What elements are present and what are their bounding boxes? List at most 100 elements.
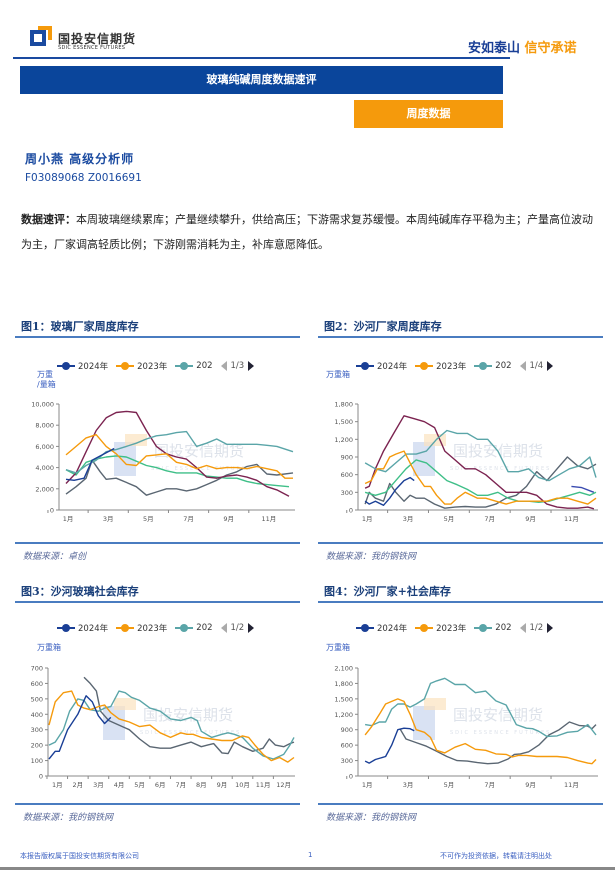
title-divider [15,336,300,338]
y-tick-label: 300 [341,757,353,765]
header-divider [13,57,510,59]
watermark-subtext: SDIC ESSENCE FUTURES [450,466,551,472]
legend-label: 2024年 [78,624,109,634]
series-line-navy2 [571,485,595,493]
series-line-2023年 [364,698,597,765]
x-tick-label: 7月 [484,781,495,789]
y-tick-label: 300 [341,489,353,497]
watermark-text: 国投安信期货 [154,442,244,460]
prev-page-icon[interactable] [220,623,227,633]
source-divider [15,542,300,544]
legend-item[interactable]: 2023年 [116,622,167,634]
title-divider [318,601,603,603]
legend-page: 1/2 [529,623,544,633]
legend-item[interactable]: 2023年 [415,360,466,372]
legend-label: 2023年 [436,362,467,372]
slogan-part-2: 信守承诺 [524,41,577,56]
x-tick-label: 5月 [134,781,145,789]
logo-text: 国投安信期货 [58,32,137,46]
watermark-logo-accent-icon [125,434,147,446]
chart-legend: 2024年 2023年 202 1/4 [356,360,554,372]
y-tick-label: 100 [31,757,43,765]
summary-paragraph: 数据速评：本周玻璃继续累库；产量继续攀升，供给高压；下游需求复苏缓慢。本周纯碱库… [21,207,596,257]
y-tick-label: 0 [50,507,54,515]
next-page-icon[interactable] [248,361,255,371]
series-line-2024年 [364,727,415,764]
y-tick-label: 2,100 [334,665,353,673]
legend-marker-icon [175,362,194,370]
watermark-subtext: SDIC ESSENCE FUTURES [151,466,252,472]
series-line-gray [83,676,295,755]
x-tick-label: 11月 [564,781,579,789]
chart-legend: 2024年 2023年 202 1/3 [57,360,255,372]
legend-pager[interactable]: 1/3 [220,361,255,371]
data-source: 数据来源：我的钢铁网 [326,552,417,562]
x-tick-label: 11月 [564,515,579,523]
next-page-icon[interactable] [248,623,255,633]
logo-subtext: SDIC ESSENCE FUTURES [58,45,126,51]
x-tick-label: 3月 [93,781,104,789]
legend-item[interactable]: 202 [175,361,213,371]
y-tick-label: 900 [341,454,353,462]
prev-page-icon[interactable] [519,361,526,371]
legend-pager[interactable]: 1/2 [220,623,255,633]
prev-page-icon[interactable] [519,623,526,633]
legend-label: 2023年 [137,624,168,634]
next-page-icon[interactable] [547,623,554,633]
x-tick-label: 12月 [276,781,291,789]
prev-page-icon[interactable] [220,361,227,371]
legend-marker-icon [415,624,434,632]
chart-legend: 2024年 2023年 202 1/2 [57,622,255,634]
chart-3: 图3：沙河玻璃社会库存 2024年 2023年 202 1/2 万重箱 数据来源：我的… [15,581,305,831]
slogan-part-1: 安如泰山 [468,41,521,56]
y-tick-label: 0 [349,507,353,515]
legend-label: 2024年 [377,362,408,372]
summary-text: 本周玻璃继续累库；产量继续攀升，供给高压；下游需求复苏缓慢。本周纯碱库存平稳为主… [21,213,593,251]
legend-pager[interactable]: 1/2 [519,623,554,633]
y-tick-label: 0 [349,773,353,781]
x-tick-label: 5月 [444,515,455,523]
legend-item[interactable]: 2023年 [116,360,167,372]
chart-title: 图2：沙河厂家周度库存 [324,320,442,333]
series-line-202 [364,429,597,482]
y-tick-label: 1,200 [334,711,353,719]
y-tick-label: 1,800 [334,680,353,688]
legend-item[interactable]: 202 [474,623,512,633]
series-line-2023年 [364,450,597,505]
author-name: 周小燕 高级分析师 [25,152,135,166]
x-tick-label: 3月 [103,515,114,523]
y-tick-label: 700 [31,665,43,673]
slogan: 安如泰山 信守承诺 [468,37,577,56]
y-tick-label: 600 [31,680,43,688]
series-line-2023年 [65,434,293,479]
data-source: 数据来源：我的钢铁网 [326,813,417,823]
legend-item[interactable]: 2024年 [356,360,407,372]
next-page-icon[interactable] [547,361,554,371]
legend-pager[interactable]: 1/4 [519,361,554,371]
report-type-tag: 周度数据 [354,100,503,128]
legend-marker-icon [57,624,75,632]
legend-item[interactable]: 202 [474,361,512,371]
legend-item[interactable]: 2024年 [57,622,108,634]
legend-item[interactable]: 2024年 [57,360,108,372]
series-line-2024年 [364,476,415,506]
y-tick-label: 300 [31,726,43,734]
line-chart: 国投安信期货 SDIC ESSENCE FUTURES 0 100 200 300 400 5… [31,665,295,789]
x-tick-label: 1月 [362,515,373,523]
x-tick-label: 9月 [525,515,536,523]
chart-title: 图1：玻璃厂家周度库存 [21,320,139,333]
legend-label: 2024年 [78,362,109,372]
chart-legend: 2024年 2023年 202 1/2 [356,622,554,634]
legend-item[interactable]: 202 [175,623,213,633]
y-tick-label: 500 [31,695,43,703]
legend-label: 202 [196,623,213,633]
legend-marker-icon [356,624,374,632]
y-tick-label: 400 [31,711,43,719]
legend-item[interactable]: 2024年 [356,622,407,634]
x-tick-label: 9月 [223,515,234,523]
series-line-maroon [65,410,290,497]
legend-marker-icon [116,624,135,632]
y-tick-label: 2,000 [35,485,54,493]
legend-item[interactable]: 2023年 [415,622,466,634]
